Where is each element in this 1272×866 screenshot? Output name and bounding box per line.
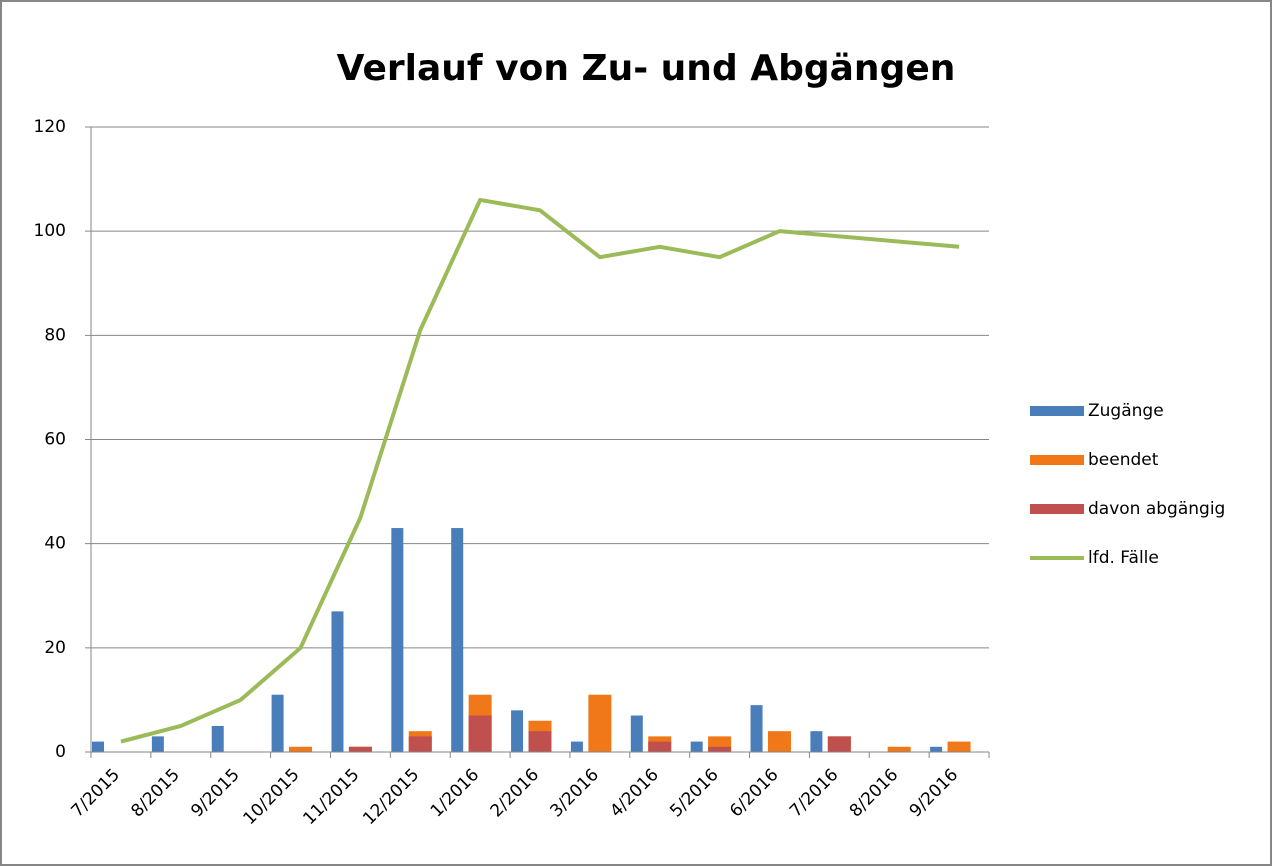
bar (887, 746, 911, 752)
bar (528, 731, 552, 752)
bar (750, 705, 763, 752)
bar (648, 741, 672, 752)
bar (630, 715, 643, 752)
y-tick-label: 60 (44, 430, 66, 450)
legend-swatch (1030, 504, 1084, 514)
bar (271, 694, 284, 752)
bar (348, 746, 372, 752)
legend-label: lfd. Fälle (1088, 548, 1159, 568)
bar (468, 715, 492, 752)
bar (511, 710, 524, 752)
y-tick-label: 40 (44, 534, 66, 554)
bar (708, 746, 732, 752)
bar (331, 611, 344, 752)
bar (451, 528, 464, 752)
bar (690, 741, 703, 752)
chart-title: Verlauf von Zu- und Abgängen (337, 48, 956, 89)
y-tick-label: 20 (44, 638, 66, 658)
bar (211, 725, 224, 752)
legend-label: davon abgängig (1088, 499, 1225, 519)
y-tick-label: 100 (34, 221, 66, 241)
legend-swatch (1030, 406, 1084, 416)
bar (289, 746, 313, 752)
bar (810, 731, 823, 752)
y-tick-label: 0 (55, 742, 66, 762)
bar (827, 736, 851, 752)
bar (930, 746, 943, 752)
legend-swatch (1030, 455, 1084, 465)
bar (767, 731, 791, 752)
bar (408, 736, 432, 752)
bar (588, 694, 612, 752)
bar (947, 741, 971, 752)
bar (92, 741, 104, 752)
bar (151, 736, 164, 752)
y-tick-label: 120 (34, 117, 66, 137)
legend-label: Zugänge (1088, 401, 1164, 421)
bar (391, 528, 404, 752)
line (120, 197, 960, 744)
legend-label: beendet (1088, 450, 1159, 470)
y-tick-label: 80 (44, 325, 66, 345)
bar (570, 741, 583, 752)
